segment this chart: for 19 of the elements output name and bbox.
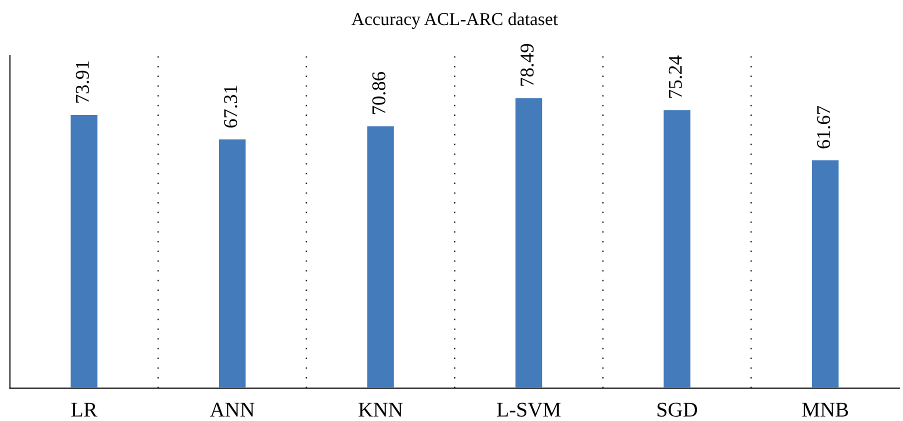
data-label: 61.67: [817, 106, 830, 148]
data-label: 67.31: [224, 86, 238, 128]
x-tick-label: LR: [71, 402, 98, 417]
bar: [812, 160, 839, 388]
x-tick-label: KNN: [358, 402, 403, 417]
bar: [70, 115, 98, 388]
x-tick-label: L-SVM: [496, 402, 561, 417]
data-label: 70.86: [372, 72, 386, 114]
x-tick-label: MNB: [802, 402, 848, 417]
x-tick-label: ANN: [210, 402, 254, 417]
bar: [218, 139, 246, 388]
bar: [515, 98, 542, 388]
data-label: 75.24: [668, 56, 682, 98]
x-tick-label: SGD: [658, 402, 698, 417]
data-label: 73.91: [76, 61, 90, 103]
data-label: 78.49: [520, 44, 534, 86]
bar: [664, 110, 690, 388]
chart-title: Accuracy ACL-ARC dataset: [352, 12, 558, 29]
bar: [367, 126, 394, 388]
